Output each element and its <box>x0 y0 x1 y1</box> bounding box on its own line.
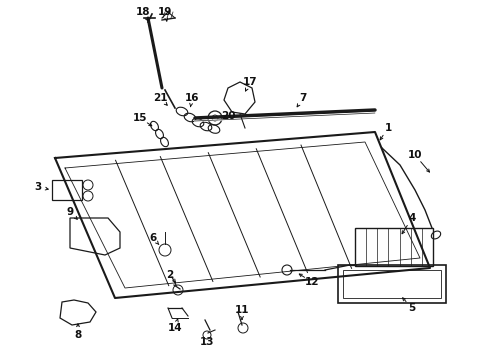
Text: 13: 13 <box>200 337 214 347</box>
Text: 18: 18 <box>136 7 150 17</box>
Text: 1: 1 <box>384 123 392 133</box>
Text: 15: 15 <box>133 113 147 123</box>
Bar <box>338 265 446 303</box>
Text: 5: 5 <box>408 303 416 313</box>
Text: 16: 16 <box>185 93 199 103</box>
Bar <box>52 180 82 200</box>
Text: 11: 11 <box>235 305 249 315</box>
Text: 9: 9 <box>67 207 74 217</box>
Text: 4: 4 <box>408 213 416 223</box>
Text: 12: 12 <box>305 277 319 287</box>
Bar <box>355 228 433 266</box>
Bar <box>343 270 441 298</box>
Text: 3: 3 <box>34 182 42 192</box>
Text: 17: 17 <box>243 77 257 87</box>
Text: 2: 2 <box>167 270 173 280</box>
Text: 14: 14 <box>168 323 182 333</box>
Text: 10: 10 <box>408 150 422 160</box>
Text: 8: 8 <box>74 330 82 340</box>
Text: 20: 20 <box>221 111 235 121</box>
Text: 6: 6 <box>149 233 157 243</box>
Text: 21: 21 <box>153 93 167 103</box>
Text: 19: 19 <box>158 7 172 17</box>
Text: 7: 7 <box>299 93 307 103</box>
